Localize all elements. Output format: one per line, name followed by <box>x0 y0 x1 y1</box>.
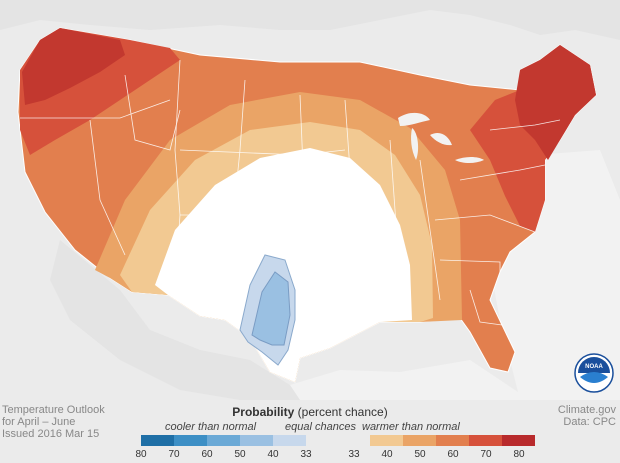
legend-warmer-label: warmer than normal <box>362 421 460 433</box>
lake-michigan <box>411 128 419 160</box>
legend-swatch-warmer-5 <box>502 435 535 446</box>
credit-site: Climate.gov <box>557 404 616 416</box>
legend-swatch-cooler-4 <box>240 435 273 446</box>
legend-cooler-label: cooler than normal <box>165 421 257 433</box>
legend-equal-label: equal chances <box>285 421 356 433</box>
lake-superior <box>398 112 430 126</box>
northwest-60-70-band <box>22 28 125 105</box>
legend-tick-cooler: 60 <box>201 449 213 460</box>
legend-tick-cooler: 33 <box>300 449 312 460</box>
state-boundaries <box>20 59 561 326</box>
legend-ticks: 80 70 60 50 40 33 33 40 50 60 70 80 <box>0 449 620 463</box>
legend-tick-cooler: 40 <box>267 449 279 460</box>
legend-swatch-warmer-4 <box>469 435 502 446</box>
legend-swatch-cooler-2 <box>174 435 207 446</box>
legend-title-rest: (percent chance) <box>294 405 388 419</box>
cooler-40-50-region <box>251 271 291 346</box>
noaa-logo-icon: NOAA <box>574 353 614 393</box>
outlook-issue-date: Issued 2016 Mar 15 <box>2 428 100 440</box>
outlook-title-line1: Temperature Outlook <box>2 404 105 416</box>
legend-tick-warmer: 60 <box>447 449 459 460</box>
legend-title-bold: Probability <box>232 405 295 419</box>
legend-tick-warmer: 50 <box>414 449 426 460</box>
legend-tick-warmer: 70 <box>480 449 492 460</box>
legend-swatch-cooler-5 <box>273 435 306 446</box>
legend-tick-warmer: 33 <box>348 449 360 460</box>
legend-swatch-cooler-3 <box>207 435 240 446</box>
outlook-title-line2: for April – June <box>2 416 76 428</box>
gulf-of-mexico <box>290 360 530 400</box>
legend-color-bar <box>141 435 535 446</box>
credit-data-source: Data: CPC <box>563 416 616 428</box>
legend-swatch-warmer-3 <box>436 435 469 446</box>
legend-swatch-warmer-1 <box>370 435 403 446</box>
legend-swatch-warmer-2 <box>403 435 436 446</box>
northeast-60-70-band <box>515 45 596 160</box>
svg-text:NOAA: NOAA <box>585 364 603 370</box>
canada-land <box>0 0 620 40</box>
lake-erie <box>455 157 484 163</box>
legend-title: Probability (percent chance) <box>0 405 620 419</box>
lake-huron <box>430 133 452 146</box>
mexico-land <box>50 240 305 400</box>
legend-tick-cooler: 80 <box>135 449 147 460</box>
legend-swatch-equal <box>306 435 370 446</box>
legend-tick-cooler: 50 <box>234 449 246 460</box>
legend-tick-cooler: 70 <box>168 449 180 460</box>
legend-tick-warmer: 40 <box>381 449 393 460</box>
credit-block: Climate.gov Data: CPC <box>558 404 616 428</box>
legend-tick-warmer: 80 <box>513 449 525 460</box>
outlook-title-block: Temperature Outlook for April – June Iss… <box>2 404 105 440</box>
legend-swatch-cooler-1 <box>141 435 174 446</box>
